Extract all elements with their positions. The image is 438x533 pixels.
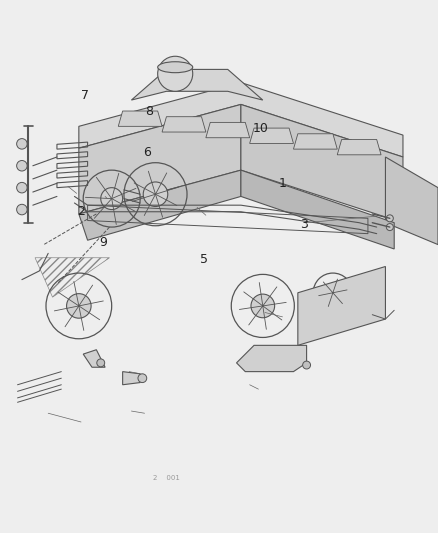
Text: 2: 2 [77,205,85,218]
Circle shape [17,139,27,149]
Text: 10: 10 [253,122,268,135]
Circle shape [101,188,123,209]
Circle shape [386,223,393,231]
Ellipse shape [158,62,193,72]
Circle shape [17,204,27,215]
Polygon shape [79,104,241,214]
Polygon shape [385,157,438,245]
Polygon shape [79,83,403,157]
Polygon shape [241,170,394,249]
Text: 1: 1 [279,177,286,190]
Text: 7: 7 [81,89,89,102]
Polygon shape [123,372,140,385]
Circle shape [17,182,27,193]
Polygon shape [79,170,241,240]
Circle shape [138,374,147,383]
Polygon shape [293,134,337,149]
Circle shape [97,359,105,367]
Text: 8: 8 [145,104,153,117]
Circle shape [17,160,27,171]
Circle shape [386,215,393,222]
Text: 2    001: 2 001 [153,475,180,481]
Polygon shape [131,69,263,100]
Polygon shape [118,111,162,126]
Text: 9: 9 [99,236,107,249]
Text: 6: 6 [143,146,151,159]
Circle shape [251,294,275,318]
Polygon shape [298,266,385,345]
Circle shape [325,285,341,301]
Polygon shape [83,350,105,367]
Circle shape [158,56,193,91]
Circle shape [67,294,91,318]
Polygon shape [241,104,403,223]
Polygon shape [237,345,307,372]
Polygon shape [162,117,206,132]
Circle shape [303,361,311,369]
Text: 3: 3 [300,219,308,231]
Polygon shape [250,128,293,143]
Polygon shape [337,140,381,155]
Text: 5: 5 [200,253,208,266]
Circle shape [143,182,168,206]
Polygon shape [206,123,250,138]
